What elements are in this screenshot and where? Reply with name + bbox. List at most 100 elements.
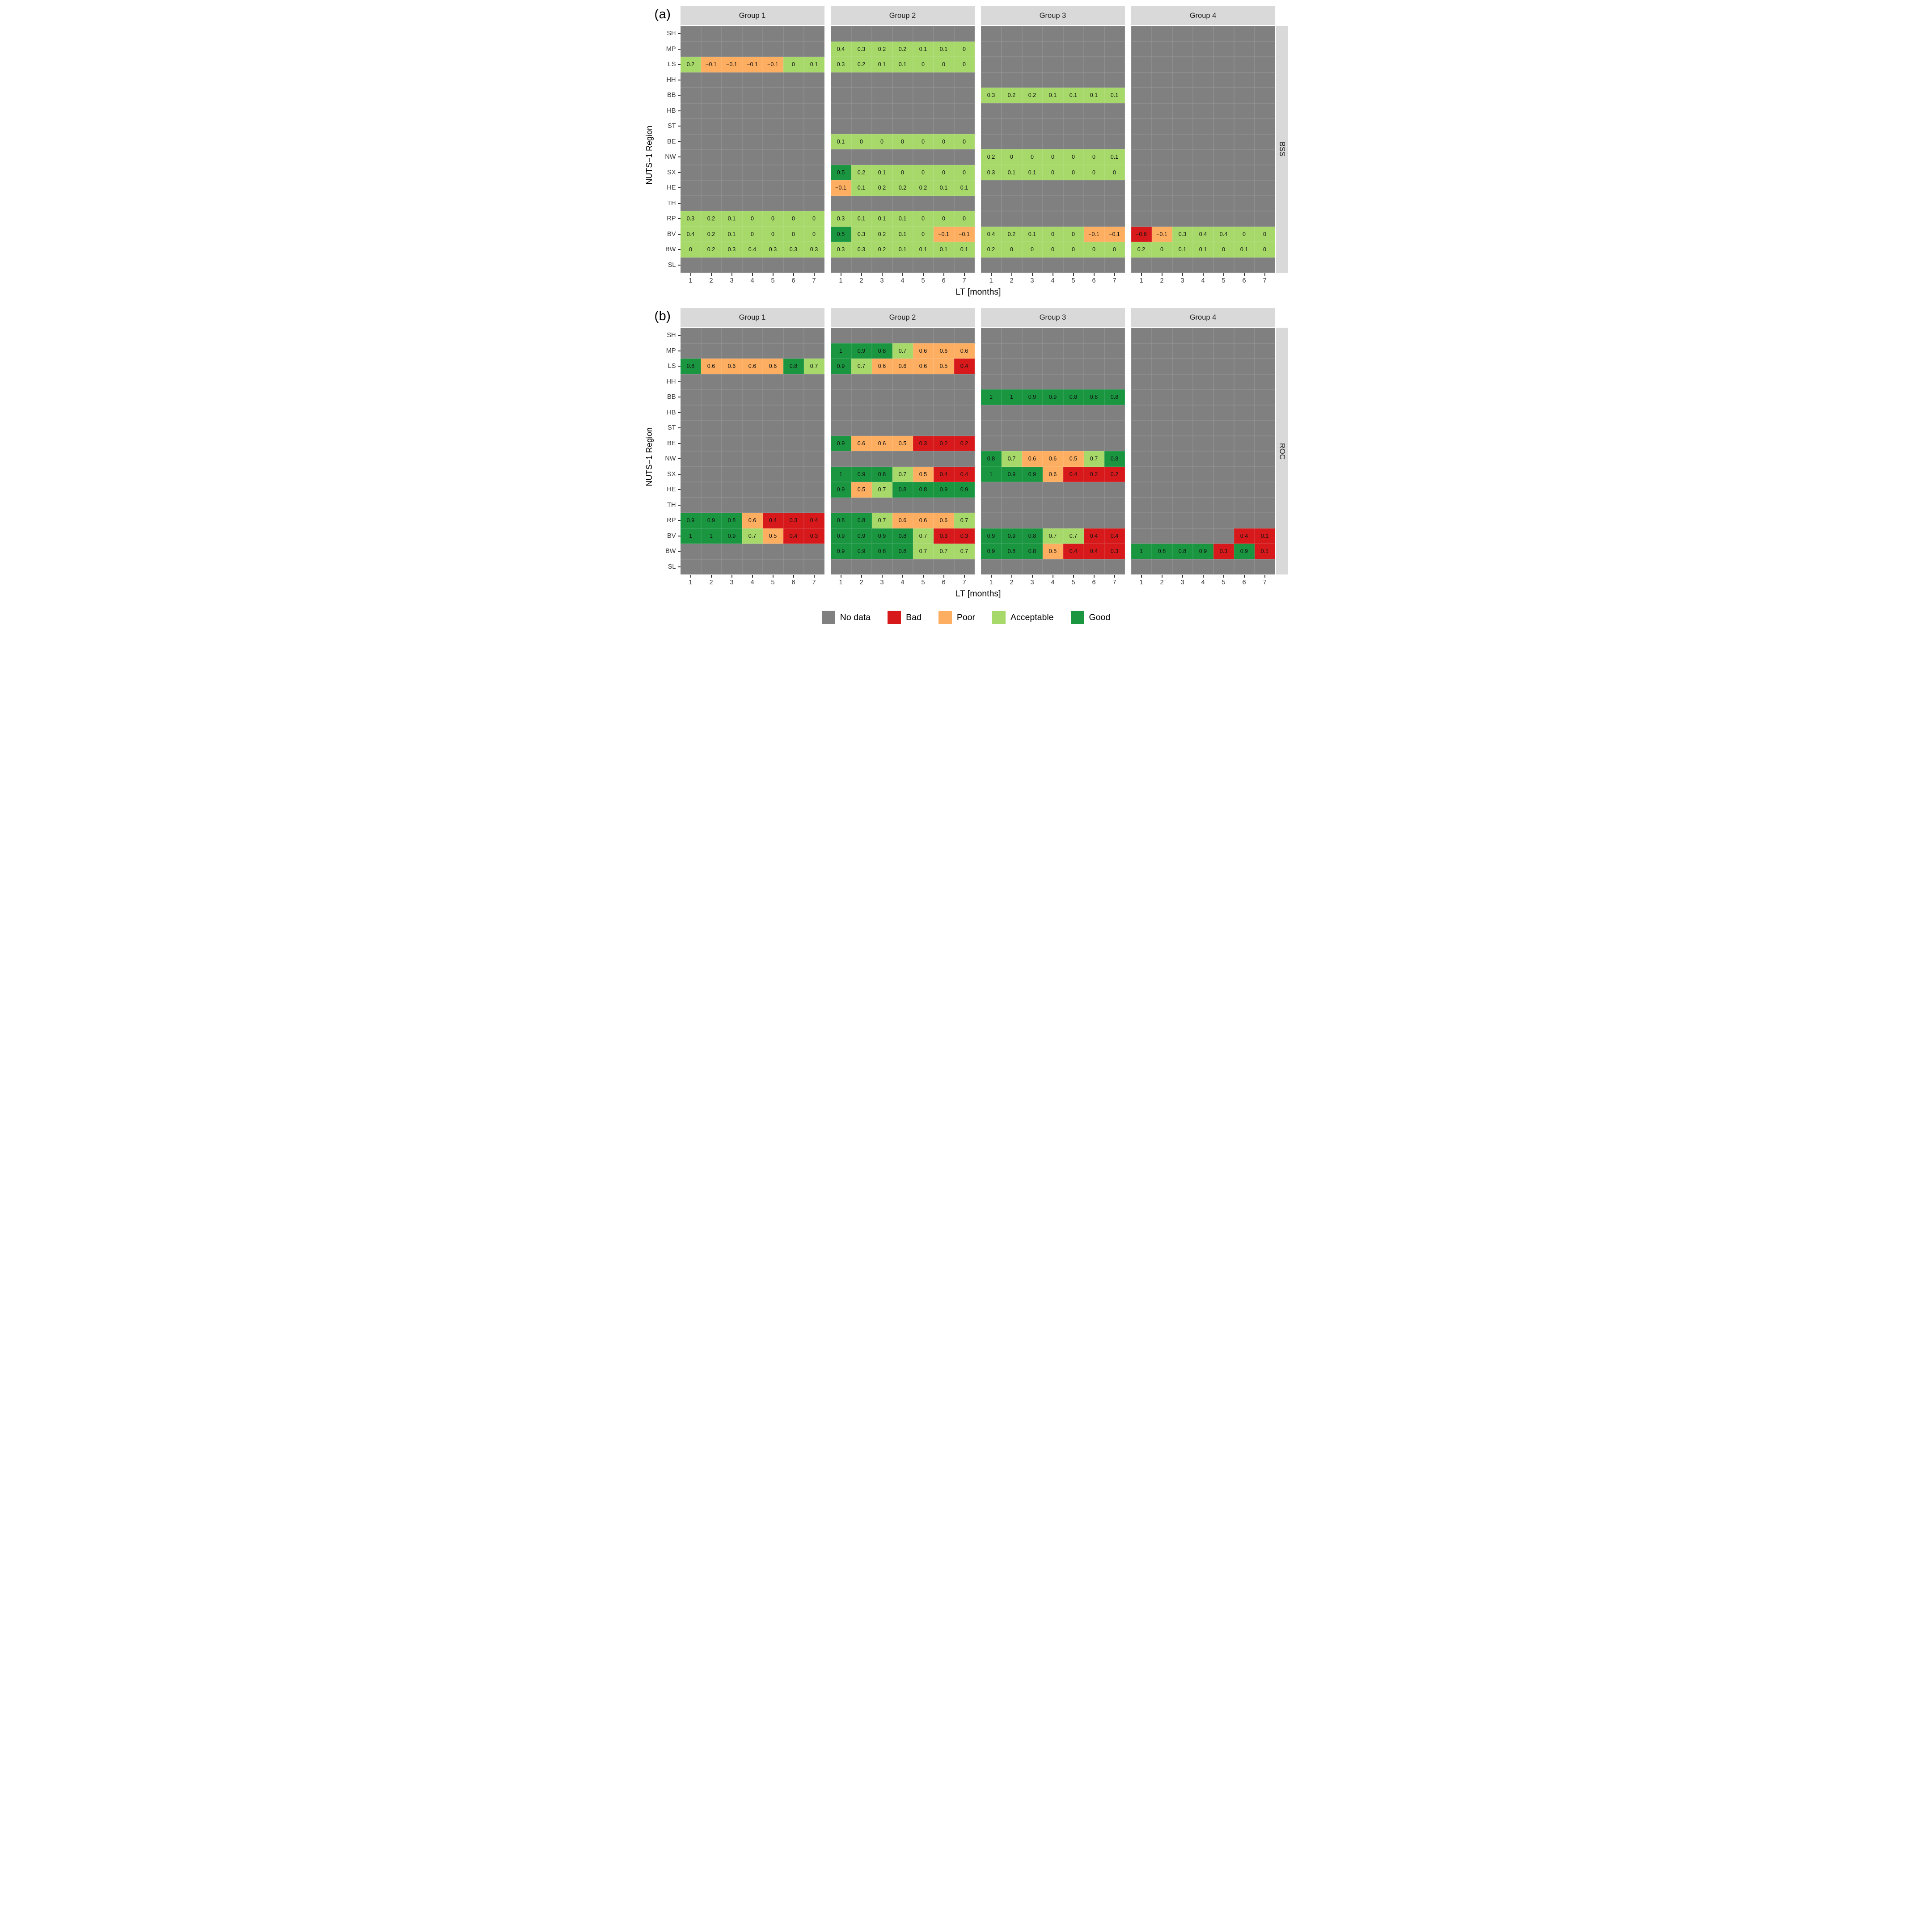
heatmap-cell: 0.8 (892, 482, 913, 498)
heatmap-cell (742, 195, 763, 211)
heatmap-cell (1042, 420, 1063, 436)
heatmap-cell: 0.1 (1022, 226, 1043, 242)
heatmap-cell (1254, 57, 1275, 72)
heatmap-cell (1104, 195, 1125, 211)
heatmap-cell: 0.8 (981, 451, 1002, 467)
x-tick-mark (1161, 273, 1163, 276)
heatmap-grid: 0.2 −0.1 −0.1 −0.1 −0.1 0 0.1 0.3 0.2 0.1 0 0 0 0 0.4 0… (680, 26, 824, 273)
heatmap-cell (830, 374, 851, 389)
heatmap-cell (1151, 359, 1172, 374)
heatmap-cell: 0.4 (981, 226, 1002, 242)
x-axis-title: LT [months] (955, 287, 1001, 297)
y-tick-text: SH (667, 30, 676, 38)
heatmap-cell: 0.9 (1234, 544, 1255, 559)
x-tick-label: 5 (913, 575, 934, 586)
x-tick-text: 6 (942, 579, 946, 586)
heatmap-cell (1001, 26, 1022, 42)
heatmap-cell: 0.8 (851, 513, 872, 528)
heatmap-cell (913, 497, 934, 513)
heatmap-cell: 0.8 (871, 544, 892, 559)
heatmap-cell (783, 41, 804, 57)
y-tick-text: LS (668, 61, 676, 68)
heatmap-cell: 0 (742, 226, 763, 242)
heatmap-cell (1213, 451, 1234, 467)
heatmap-cell (721, 257, 742, 273)
heatmap-cell: 0.3 (981, 88, 1002, 103)
heatmap-cell: −0.1 (1151, 226, 1172, 242)
heatmap-cell (1001, 374, 1022, 389)
heatmap-cell: 0.6 (954, 343, 975, 359)
heatmap-cell: 0.4 (680, 226, 701, 242)
heatmap-grid: 0.3 0.2 0.2 0.1 0.1 0.1 0.1 0.2 0 0 0 0 0 0.1 0.3 0.1 0.… (981, 26, 1125, 273)
heatmap-cell (1131, 466, 1152, 482)
heatmap-cell: 0.5 (1063, 451, 1084, 467)
heatmap-cell (1104, 359, 1125, 374)
heatmap-cell (1063, 57, 1084, 72)
heatmap-cell (871, 420, 892, 436)
heatmap-cell (1172, 482, 1193, 498)
x-tick-label: 4 (1043, 575, 1063, 586)
x-tick-label: 5 (1063, 575, 1084, 586)
heatmap-cell (933, 149, 954, 165)
heatmap-cell (1151, 328, 1172, 343)
heatmap-cell (783, 149, 804, 165)
heatmap-cell: −0.1 (1083, 226, 1104, 242)
x-tick-text: 6 (1092, 277, 1096, 284)
heatmap-cell (1022, 420, 1043, 436)
heatmap-cell: −0.1 (933, 226, 954, 242)
x-tick-label: 1 (681, 575, 701, 586)
heatmap-cell (1083, 118, 1104, 134)
x-tick-text: 1 (989, 579, 993, 586)
heatmap-cell (783, 118, 804, 134)
x-tick-text: 7 (962, 277, 966, 284)
x-tick-label: 2 (1002, 575, 1022, 586)
heatmap-cell (892, 328, 913, 343)
facet-group-2: Group 2 1 0.9 0.8 0.7 0.6 0.6 0.6 0.9 0.7 0.6 0.6 0.… (830, 308, 975, 586)
heatmap-cell (680, 41, 701, 57)
heatmap-cell: 0.3 (851, 41, 872, 57)
heatmap-cell: 0.8 (913, 482, 934, 498)
heatmap-cell: 0.9 (851, 343, 872, 359)
heatmap-cell (1104, 374, 1125, 389)
heatmap-cell (680, 257, 701, 273)
x-tick-text: 1 (989, 277, 993, 284)
heatmap-cell (851, 88, 872, 103)
heatmap-cell (762, 41, 783, 57)
heatmap-cell (1063, 72, 1084, 88)
heatmap-cell: 0 (1063, 242, 1084, 258)
y-axis-title: NUTS−1 Region (643, 6, 656, 284)
x-axis: 1 2 3 4 5 6 7 (981, 273, 1125, 284)
heatmap-cell: 0.3 (954, 528, 975, 544)
x-tick-text: 5 (921, 579, 925, 586)
x-tick-label: 2 (1152, 575, 1172, 586)
heatmap-cell (783, 466, 804, 482)
y-tick-mark (677, 427, 681, 429)
heatmap-cell: 0 (1042, 226, 1063, 242)
heatmap-cell (1083, 195, 1104, 211)
heatmap-cell (1172, 389, 1193, 405)
heatmap-cell (830, 257, 851, 273)
heatmap-cell: 0 (913, 134, 934, 149)
x-tick-text: 3 (1030, 277, 1034, 284)
heatmap-cell: 0.7 (1063, 528, 1084, 544)
y-tick-text: MP (666, 347, 676, 355)
heatmap-cell (1151, 26, 1172, 42)
x-tick-mark (772, 273, 774, 276)
heatmap-cell (933, 26, 954, 42)
heatmap-cell: 0 (762, 211, 783, 227)
heatmap-cell (1254, 343, 1275, 359)
heatmap-cell (1172, 328, 1193, 343)
heatmap-cell (830, 88, 851, 103)
heatmap-cell (1022, 257, 1043, 273)
heatmap-cell (1151, 559, 1172, 574)
heatmap-cell: 0.6 (1022, 451, 1043, 467)
heatmap-cell (981, 405, 1002, 420)
heatmap-cell (1063, 435, 1084, 451)
heatmap-cell: 0.2 (892, 41, 913, 57)
heatmap-cell (762, 466, 783, 482)
heatmap-cell (1213, 389, 1234, 405)
heatmap-cell (721, 544, 742, 559)
heatmap-cell: 0.3 (783, 242, 804, 258)
heatmap-cell (1234, 343, 1255, 359)
heatmap-cell: 0.4 (1063, 466, 1084, 482)
